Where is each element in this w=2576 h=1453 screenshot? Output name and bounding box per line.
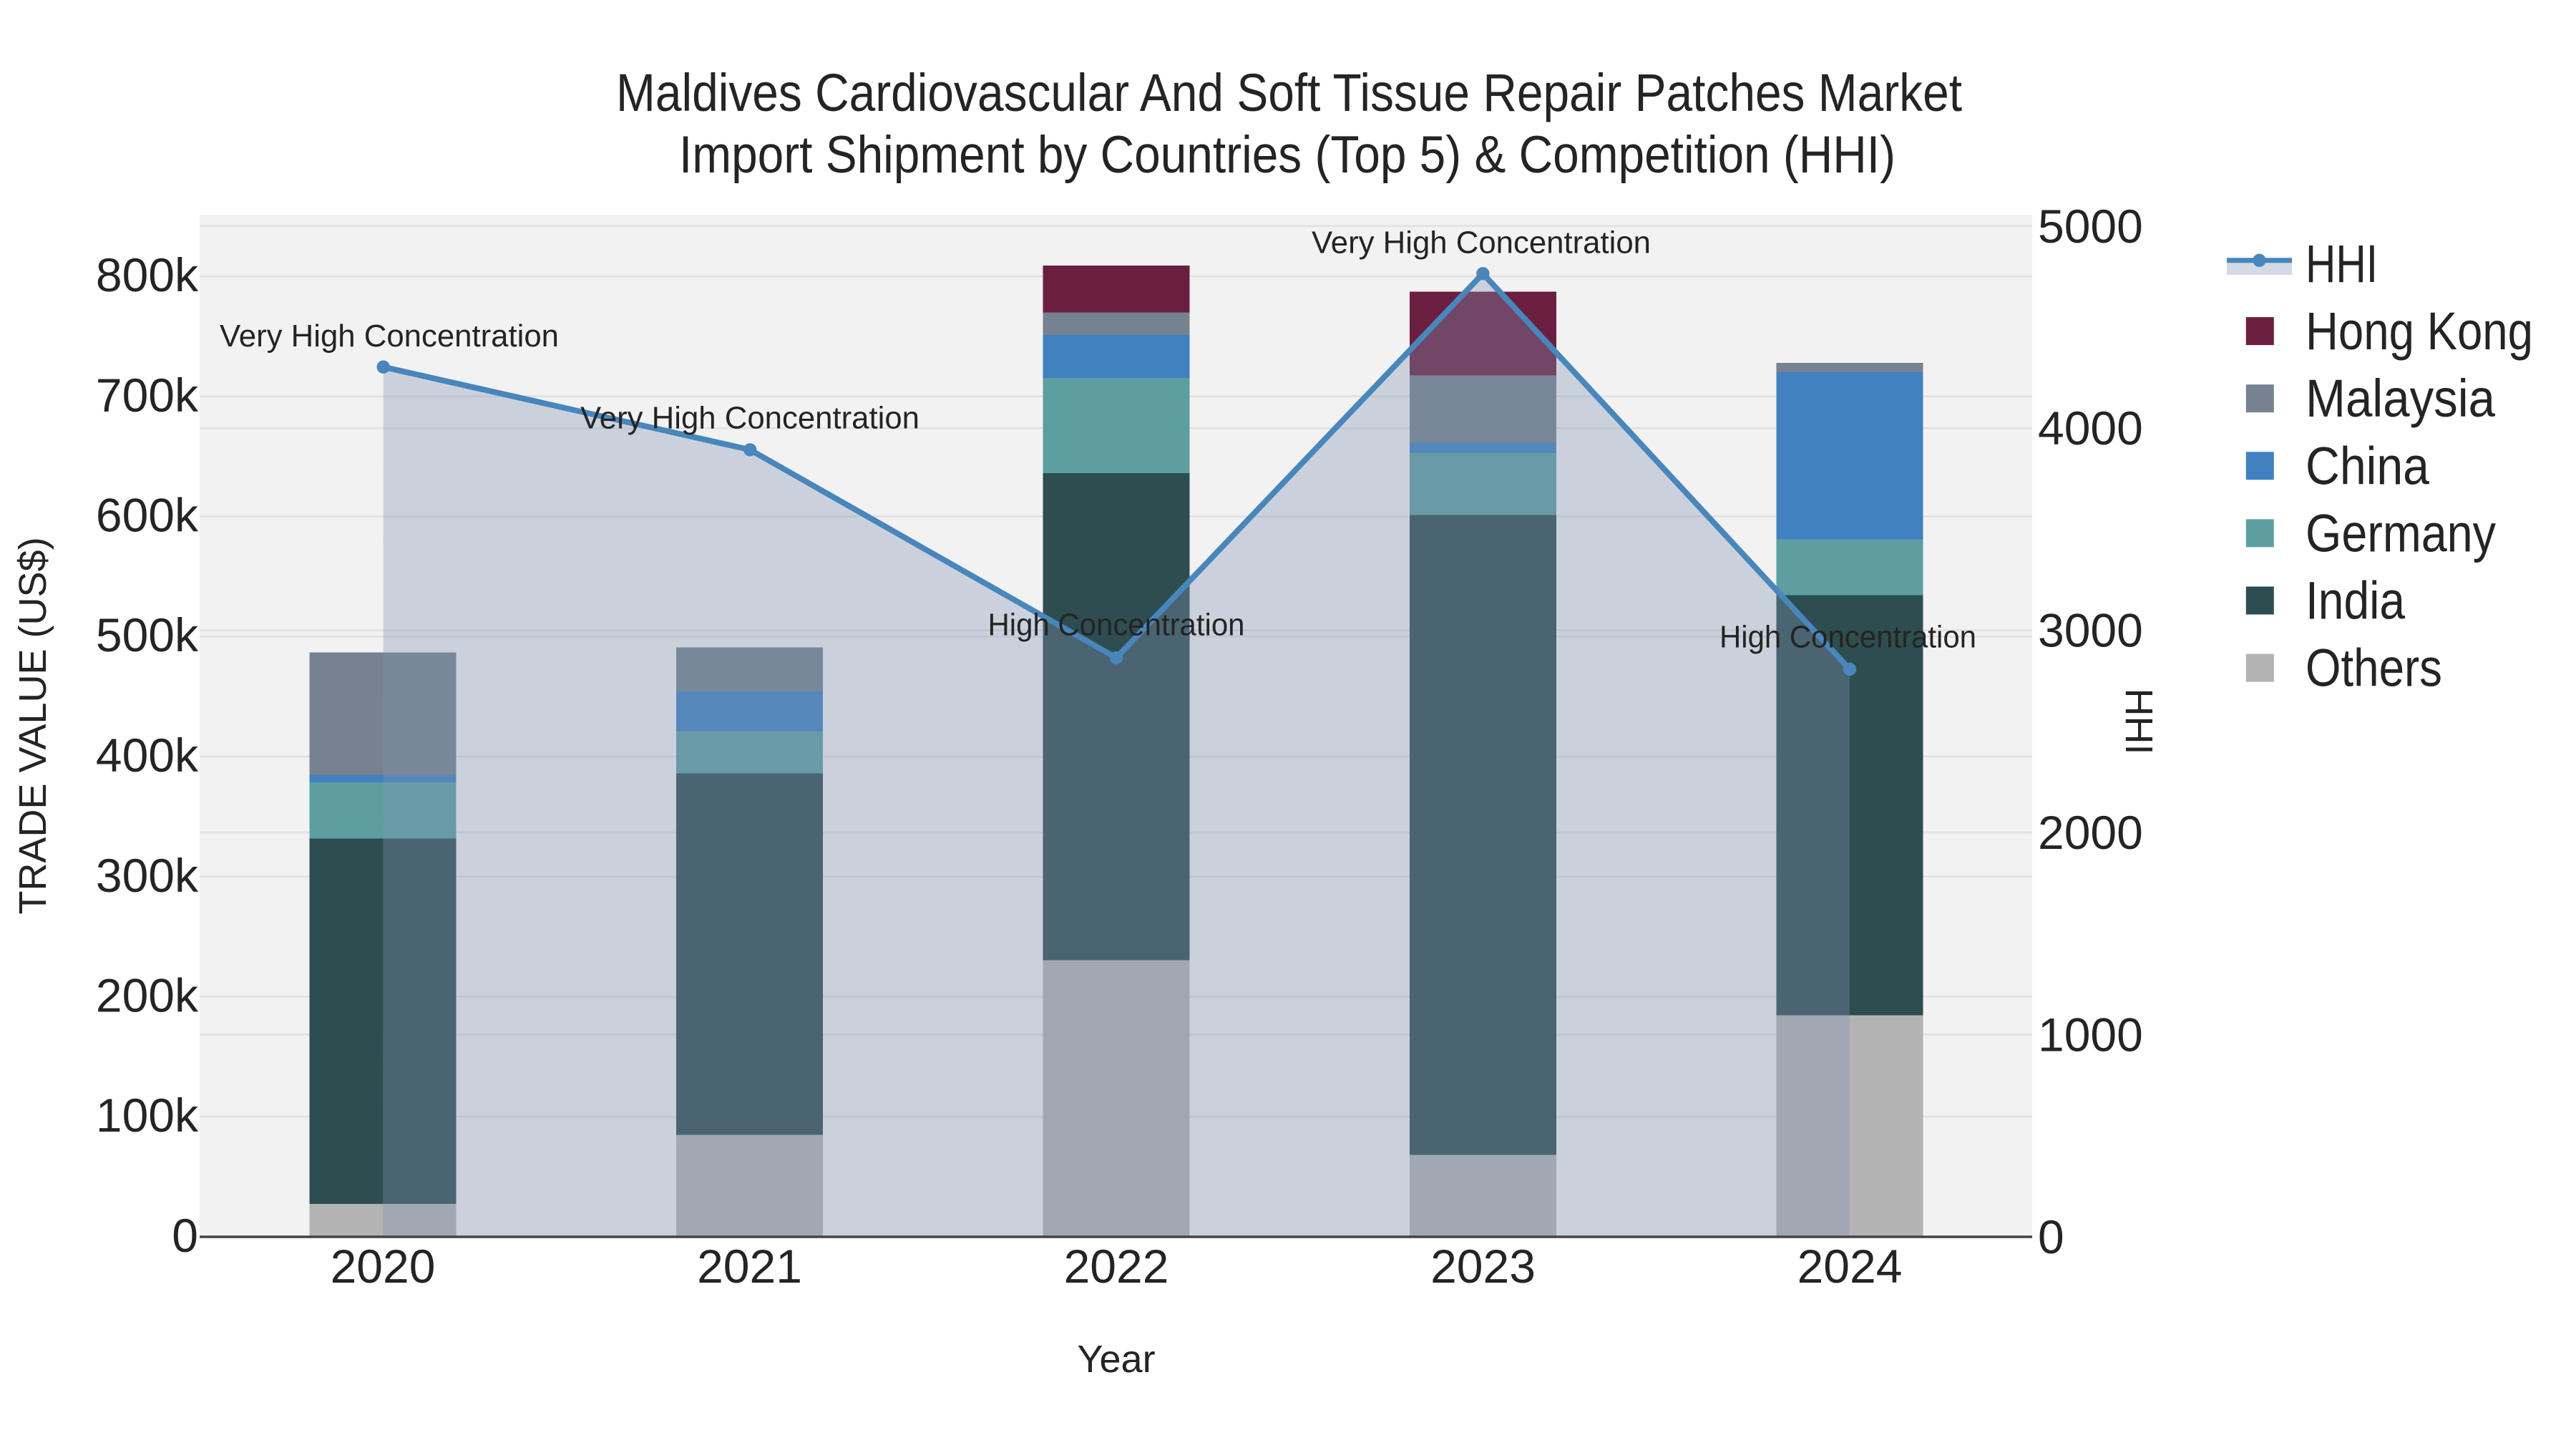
svg-text:Very High Concentration: Very High Concentration bbox=[1312, 225, 1651, 261]
svg-text:1000: 1000 bbox=[2038, 1009, 2143, 1061]
svg-text:TRADE VALUE (US$): TRADE VALUE (US$) bbox=[11, 537, 54, 914]
svg-text:2020: 2020 bbox=[331, 1240, 436, 1293]
svg-text:700k: 700k bbox=[96, 369, 199, 422]
svg-text:2023: 2023 bbox=[1430, 1240, 1536, 1293]
svg-text:Hong Kong: Hong Kong bbox=[2306, 301, 2533, 361]
svg-text:China: China bbox=[2306, 436, 2430, 495]
svg-text:Very High Concentration: Very High Concentration bbox=[580, 401, 919, 436]
svg-text:High Concentration: High Concentration bbox=[988, 608, 1245, 643]
svg-text:2024: 2024 bbox=[1797, 1240, 1903, 1293]
svg-text:Year: Year bbox=[1077, 1338, 1155, 1381]
svg-text:HHI: HHI bbox=[2306, 234, 2378, 293]
svg-text:0: 0 bbox=[2038, 1210, 2064, 1263]
svg-text:5000: 5000 bbox=[2038, 200, 2143, 253]
svg-text:4000: 4000 bbox=[2038, 402, 2143, 455]
svg-text:Germany: Germany bbox=[2306, 503, 2496, 563]
svg-text:600k: 600k bbox=[96, 489, 199, 542]
svg-text:2022: 2022 bbox=[1064, 1240, 1169, 1293]
svg-text:2021: 2021 bbox=[697, 1240, 802, 1293]
svg-text:800k: 800k bbox=[96, 248, 199, 301]
svg-text:Others: Others bbox=[2306, 638, 2442, 698]
svg-text:3000: 3000 bbox=[2038, 604, 2143, 657]
svg-text:India: India bbox=[2306, 571, 2406, 631]
svg-text:HHI: HHI bbox=[2117, 689, 2160, 755]
svg-text:Import Shipment by Countries (: Import Shipment by Countries (Top 5) & C… bbox=[679, 126, 1896, 184]
svg-text:100k: 100k bbox=[96, 1089, 199, 1142]
svg-text:High Concentration: High Concentration bbox=[1719, 620, 1976, 655]
svg-text:0: 0 bbox=[172, 1209, 198, 1262]
svg-text:Malaysia: Malaysia bbox=[2306, 369, 2496, 428]
svg-text:2000: 2000 bbox=[2038, 806, 2143, 859]
svg-text:200k: 200k bbox=[96, 969, 199, 1022]
svg-text:300k: 300k bbox=[96, 849, 199, 902]
svg-text:400k: 400k bbox=[96, 729, 199, 782]
svg-text:500k: 500k bbox=[96, 608, 199, 661]
svg-text:Very High Concentration: Very High Concentration bbox=[220, 319, 559, 354]
svg-text:Maldives Cardiovascular And So: Maldives Cardiovascular And Soft Tissue … bbox=[616, 63, 1962, 122]
